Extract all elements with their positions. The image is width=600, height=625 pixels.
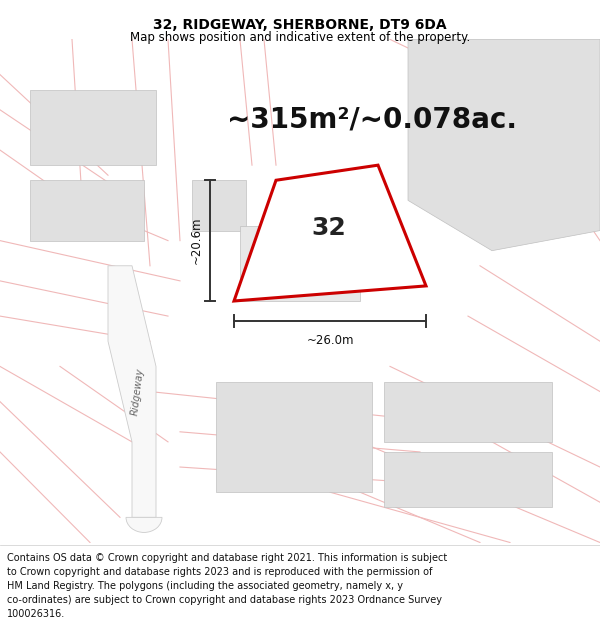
Polygon shape — [108, 266, 156, 518]
Polygon shape — [192, 180, 246, 231]
Wedge shape — [126, 518, 162, 532]
Text: ~20.6m: ~20.6m — [190, 217, 203, 264]
Text: Contains OS data © Crown copyright and database right 2021. This information is : Contains OS data © Crown copyright and d… — [7, 553, 448, 619]
Text: 32, RIDGEWAY, SHERBORNE, DT9 6DA: 32, RIDGEWAY, SHERBORNE, DT9 6DA — [153, 18, 447, 32]
Text: Ridgeway: Ridgeway — [130, 368, 146, 416]
Polygon shape — [216, 381, 372, 492]
Text: ~26.0m: ~26.0m — [306, 334, 354, 347]
Text: 32: 32 — [311, 216, 346, 240]
Polygon shape — [30, 89, 156, 165]
Text: ~315m²/~0.078ac.: ~315m²/~0.078ac. — [227, 106, 517, 134]
Polygon shape — [384, 381, 552, 442]
Polygon shape — [234, 165, 426, 301]
Polygon shape — [408, 39, 600, 251]
Polygon shape — [384, 452, 552, 508]
Text: Map shows position and indicative extent of the property.: Map shows position and indicative extent… — [130, 31, 470, 44]
Polygon shape — [30, 180, 144, 241]
Polygon shape — [240, 226, 360, 301]
